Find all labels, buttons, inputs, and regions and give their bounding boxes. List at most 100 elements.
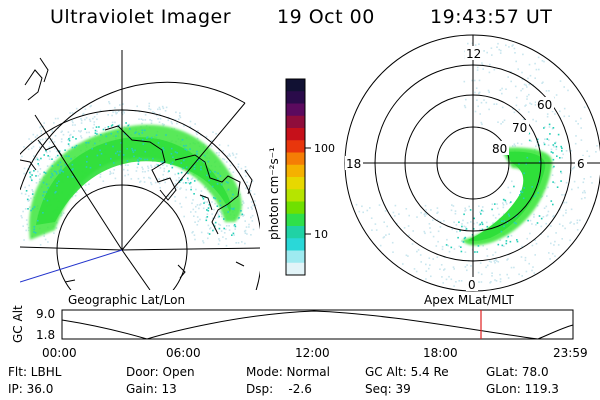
speckle-dot	[218, 223, 220, 226]
speckle-dot	[174, 196, 176, 198]
fringe-dot	[209, 171, 212, 173]
speckle-dot	[541, 60, 544, 62]
speckle-dot	[502, 204, 505, 206]
speckle-dot	[245, 187, 247, 190]
speckle-dot	[202, 241, 205, 244]
speckle-dot	[440, 264, 443, 266]
fringe-dot	[463, 237, 466, 240]
fringe-dot	[211, 185, 214, 188]
fringe-dot	[171, 166, 174, 169]
fringe-dot	[208, 233, 211, 235]
fringe-dot	[94, 129, 97, 132]
speckle-dot	[513, 143, 516, 145]
speckle-dot	[478, 43, 480, 45]
mlt-label-12: 12	[466, 47, 481, 61]
fringe-dot	[445, 244, 448, 246]
fringe-dot	[214, 197, 217, 200]
speckle-dot	[150, 164, 152, 167]
speckle-dot	[488, 260, 491, 262]
speckle-dot	[82, 113, 84, 116]
speckle-dot	[552, 166, 554, 169]
fringe-dot	[560, 145, 562, 148]
fringe-dot	[47, 186, 49, 189]
speckle-dot	[451, 228, 453, 231]
speckle-dot	[123, 111, 125, 114]
speckle-dot	[553, 244, 555, 246]
speckle-dot	[30, 197, 32, 200]
speckle-dot	[147, 167, 150, 169]
speckle-dot	[185, 188, 188, 191]
speckle-dot	[80, 118, 82, 120]
speckle-dot	[159, 167, 162, 169]
fringe-dot	[232, 232, 235, 235]
geo-noon-line	[20, 249, 123, 283]
speckle-dot	[466, 222, 469, 224]
fringe-dot	[238, 217, 240, 219]
speckle-dot	[252, 228, 255, 231]
speckle-dot	[228, 153, 231, 155]
geo-coastline	[20, 57, 253, 283]
speckle-dot	[157, 118, 159, 120]
fringe-dot	[526, 156, 529, 159]
speckle-dot	[44, 238, 47, 241]
speckle-dot	[499, 273, 501, 276]
fringe-dot	[157, 164, 159, 167]
speckle-dot	[47, 241, 49, 243]
speckle-dot	[429, 227, 431, 229]
speckle-dot	[548, 252, 550, 254]
speckle-dot	[428, 223, 431, 225]
fringe-dot	[216, 183, 219, 185]
speckle-dot	[582, 154, 584, 157]
speckle-dot	[107, 114, 109, 116]
speckle-dot	[126, 169, 129, 172]
fringe-dot	[30, 209, 32, 212]
fringe-dot	[172, 156, 174, 158]
speckle-dot	[176, 186, 178, 189]
speckle-dot	[28, 206, 31, 208]
colorbar-segment	[286, 262, 305, 276]
fringe-dot	[504, 199, 507, 202]
speckle-dot	[534, 101, 537, 104]
speckle-dot	[416, 250, 418, 253]
speckle-dot	[541, 82, 543, 84]
speckle-dot	[25, 219, 28, 221]
fringe-dot	[474, 251, 476, 253]
speckle-dot	[479, 228, 481, 231]
speckle-dot	[250, 201, 253, 203]
fringe-dot	[57, 164, 59, 166]
speckle-dot	[568, 115, 570, 117]
speckle-dot	[189, 120, 192, 123]
speckle-dot	[448, 275, 450, 278]
speckle-dot	[124, 164, 127, 166]
speckle-dot	[250, 234, 252, 236]
speckle-dot	[233, 224, 235, 227]
speckle-dot	[28, 164, 31, 167]
label-backdrop	[466, 277, 478, 291]
speckle-dot	[148, 107, 150, 110]
speckle-dot	[250, 206, 253, 208]
speckle-dot	[576, 222, 579, 224]
speckle-dot	[553, 96, 555, 99]
speckle-dot	[196, 133, 198, 136]
fringe-dot	[193, 165, 196, 167]
fringe-dot	[506, 222, 509, 224]
fringe-dot	[141, 139, 144, 141]
speckle-dot	[117, 110, 120, 112]
speckle-dot	[416, 216, 418, 218]
fringe-dot	[51, 165, 54, 167]
image-date: 19 Oct 00	[277, 6, 375, 28]
speckle-dot	[21, 216, 23, 219]
fringe-dot	[33, 170, 35, 172]
speckle-dot	[536, 143, 539, 146]
speckle-dot	[38, 164, 40, 167]
speckle-dot	[591, 182, 593, 184]
speckle-dot	[512, 145, 514, 147]
speckle-dot	[228, 229, 231, 231]
fringe-dot	[33, 231, 35, 233]
speckle-dot	[250, 216, 252, 219]
fringe-dot	[189, 148, 191, 150]
speckle-dot	[227, 144, 230, 147]
colorbar-frame	[285, 78, 306, 276]
speckle-dot	[141, 166, 143, 169]
colorbar: 100 10 photon cm⁻²s⁻¹	[267, 78, 335, 276]
